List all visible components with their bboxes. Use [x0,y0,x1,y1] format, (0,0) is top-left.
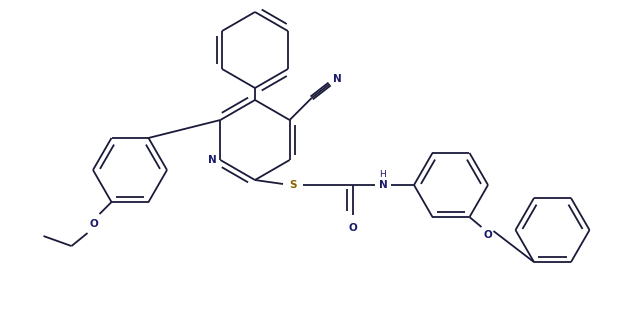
Text: S: S [289,180,297,190]
Text: O: O [89,219,98,229]
Text: N: N [208,155,216,165]
Text: N: N [333,74,342,84]
Text: O: O [483,230,492,240]
Text: N: N [379,180,387,190]
Text: O: O [348,223,357,233]
Text: H: H [380,170,386,179]
